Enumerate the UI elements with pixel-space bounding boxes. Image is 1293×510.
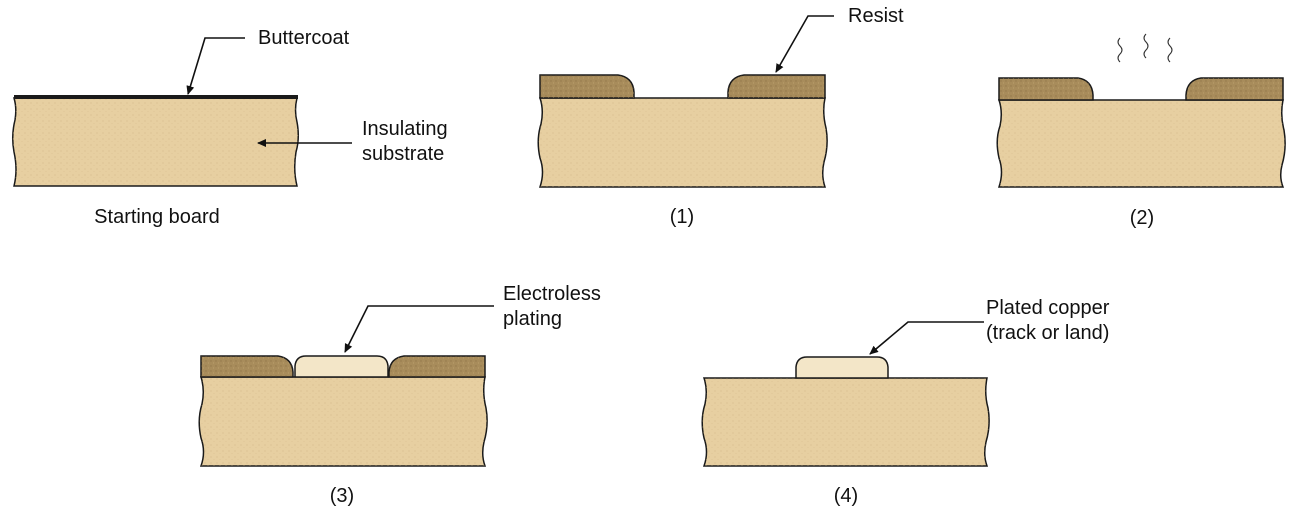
label-electroless-plating: Electroless plating xyxy=(503,282,601,332)
caption-step-2: (2) xyxy=(1129,207,1155,229)
caption-starting-board: Starting board xyxy=(94,206,220,228)
label-insulating-substrate: Insulating substrate xyxy=(362,117,448,167)
buttercoat-leader xyxy=(186,37,245,95)
plated-copper-track xyxy=(795,356,889,379)
caption-step-1: (1) xyxy=(669,206,695,228)
label-copper-line-2: (track or land) xyxy=(986,322,1110,344)
heat-wave-icon xyxy=(1117,33,1173,63)
label-resist: Resist xyxy=(848,5,904,27)
panel-step-4 xyxy=(701,321,990,467)
label-buttercoat: Buttercoat xyxy=(258,27,350,49)
label-plating-line-2: plating xyxy=(503,308,562,330)
label-substrate-line-2: substrate xyxy=(362,143,445,165)
resist-leader xyxy=(775,15,834,73)
caption-step-4: (4) xyxy=(833,485,859,507)
panel-step-2 xyxy=(996,33,1286,188)
panel-step-3 xyxy=(198,305,494,467)
label-plated-copper: Plated copper (track or land) xyxy=(986,296,1109,346)
plating-leader xyxy=(344,305,494,353)
label-substrate-line-1: Insulating xyxy=(362,118,448,140)
panel-step-1 xyxy=(537,15,834,188)
label-copper-line-1: Plated copper xyxy=(986,297,1110,319)
electroless-plating-deposit xyxy=(294,355,389,378)
caption-step-3: (3) xyxy=(329,485,355,507)
copper-leader xyxy=(869,321,984,355)
label-plating-line-1: Electroless xyxy=(503,283,601,305)
panel-starting-board xyxy=(11,37,352,187)
buttercoat-layer xyxy=(14,95,298,99)
